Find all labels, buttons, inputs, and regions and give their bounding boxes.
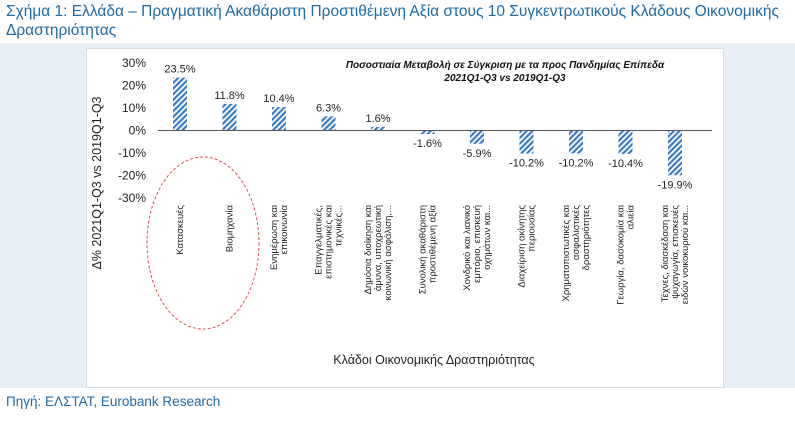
category-label-line: προστιθέμενη αξία — [428, 204, 439, 283]
data-label: 11.8% — [214, 90, 245, 102]
category-label-line: ειδών νοικοκυριού και... — [680, 205, 691, 304]
category-label-line: Διαχείριση ακίνητης — [517, 205, 528, 288]
data-label: -10.4% — [608, 158, 643, 170]
category-label-line: Τέχνες, διασκέδαση και — [660, 205, 671, 302]
y-tick-label: 10% — [122, 101, 146, 115]
category-label-line: Ενημέρωση και — [269, 205, 280, 270]
chart-title: Ποσοστιαία Μεταβολή σε Σύγκριση με τα πρ… — [346, 60, 665, 71]
category-label-line: κοινωνική ασφάλιση,... — [383, 205, 394, 300]
bar — [668, 130, 682, 176]
category-label-line: περιουσίας — [527, 205, 538, 252]
bar — [371, 126, 385, 131]
bar — [519, 130, 534, 154]
plot-area — [86, 48, 724, 388]
y-tick-label: 0% — [129, 124, 147, 138]
category-label-line: Γεωργία, δασοκομία και — [616, 205, 627, 305]
bar — [470, 130, 484, 144]
category-label: Χονδρικό και λιανικό εμπόριο, επισκευή οχη… — [462, 205, 493, 291]
figure-title: Σχήμα 1: Ελλάδα – Πραγματική Ακαθάριστη … — [6, 3, 779, 39]
y-tick-label: -10% — [118, 146, 146, 160]
bar — [173, 77, 187, 131]
category-label-line: Κατασκευές — [175, 205, 186, 255]
data-label: 10.4% — [263, 93, 294, 105]
category-label-line: Χονδρικό και λιανικό — [462, 205, 473, 291]
y-tick-label: -20% — [118, 169, 146, 183]
data-label: -1.6% — [413, 138, 442, 150]
data-label: 23.5% — [164, 64, 195, 76]
highlight-circle — [146, 156, 260, 330]
bar — [618, 130, 633, 154]
category-label: Κατασκευές — [175, 205, 186, 255]
category-label-line: Χρηματοπιστωτικές και — [561, 205, 572, 302]
category-label-line: Επαγγελματικές, — [314, 205, 325, 275]
category-label-line: ψυχαγωγία, επισκευές — [670, 205, 681, 299]
bar — [321, 116, 336, 131]
y-tick-label: 20% — [122, 79, 146, 93]
data-label: -19.9% — [658, 179, 693, 191]
category-label: Συνολική ακαθάριστη προστιθέμενη αξία — [418, 204, 439, 294]
bar — [420, 130, 435, 135]
category-label: Δημόσια διοίκηση και άμυνα, υποχρεωτική κο… — [363, 205, 394, 300]
data-label: 6.3% — [316, 102, 341, 114]
category-label: Τέχνες, διασκέδαση και ψυχαγωγία, επισκευ… — [660, 205, 691, 305]
y-axis-title: Δ% 2021Q1-Q3 vs 2019Q1-Q3 — [90, 96, 104, 269]
category-label-line: επικοινωνία — [279, 204, 290, 254]
source-note: Πηγή: ΕΛΣΤΑΤ, Eurobank Research — [6, 394, 221, 409]
y-tick-label: 30% — [122, 56, 146, 70]
category-label-line: οχημάτων και... — [482, 205, 493, 270]
data-label: 1.6% — [365, 113, 390, 125]
y-tick-label: -30% — [118, 191, 146, 205]
bar — [569, 130, 583, 154]
category-label-line: επιστημονικές και — [324, 205, 335, 279]
category-label: Ενημέρωση και επικοινωνία — [269, 204, 290, 269]
data-label: -5.9% — [463, 148, 492, 160]
category-label: Χρηματοπιστωτικές και ασφαλιστικές δραστηρ… — [561, 205, 592, 302]
x-axis-title: Κλάδοι Οικονομικής Δραστηριότητας — [333, 353, 534, 367]
category-label-line: τεχνικές... — [334, 205, 345, 246]
category-label-line: Συνολική ακαθάριστη — [418, 205, 429, 294]
data-label: -10.2% — [509, 157, 544, 169]
bar — [272, 107, 286, 131]
category-label-line: Δημόσια διοίκηση και — [363, 205, 374, 294]
category-label: Γεωργία, δασοκομία και αλιεία — [616, 205, 637, 305]
category-label: Βιομηχανία — [225, 205, 236, 253]
chart-subtitle: 2021Q1-Q3 vs 2019Q1-Q3 — [443, 73, 566, 84]
category-label: Επαγγελματικές, επιστημονικές και τεχνικές… — [314, 205, 345, 279]
category-label-line: αλιεία — [626, 205, 637, 230]
bar — [222, 103, 237, 131]
category-label-line: δραστηριότητες — [581, 205, 592, 271]
category-label-line: ασφαλιστικές — [571, 205, 582, 261]
data-label: -10.2% — [559, 157, 594, 169]
category-label-line: άμυνα, υποχρεωτική — [373, 205, 384, 291]
category-label: Διαχείριση ακίνητης περιουσίας — [517, 205, 538, 288]
category-label-line: Βιομηχανία — [225, 205, 236, 253]
category-label-line: εμπόριο, επισκευή — [472, 205, 483, 283]
